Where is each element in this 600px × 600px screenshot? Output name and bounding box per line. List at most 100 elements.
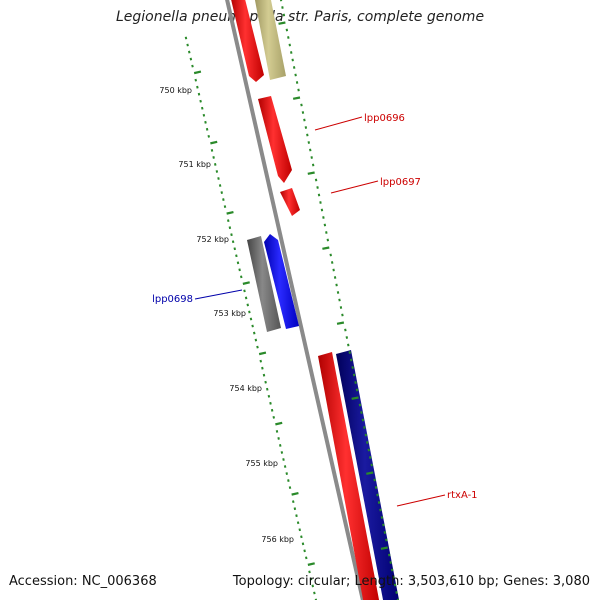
- ruler-minor-tick: [254, 338, 258, 342]
- ruler-minor-tick: [244, 296, 248, 300]
- leader-rtxA-1: [396, 494, 446, 507]
- ruler-minor-tick: [280, 451, 284, 454]
- ruler-minor-tick: [285, 472, 288, 475]
- ruler-minor-tick: [201, 106, 204, 110]
- ruler-minor-tick: [189, 57, 193, 61]
- ruler-minor-tick: [313, 591, 316, 595]
- ruler-minor-tick: [251, 324, 254, 328]
- ruler-minor-tick: [279, 444, 282, 447]
- ruler-minor-tick: [253, 331, 256, 335]
- ruler-major-tick: [210, 140, 218, 145]
- genome-backbone: [225, 0, 365, 600]
- ruler-major-tick: [291, 491, 299, 496]
- ruler-minor-tick: [230, 233, 233, 237]
- ruler-minor-tick: [298, 528, 301, 532]
- ruler-minor-tick: [246, 303, 249, 307]
- ruler-minor-tick: [218, 184, 222, 187]
- ruler-major-tick: [258, 351, 267, 356]
- map-title: Legionella pneumophila str. Paris, compl…: [115, 9, 485, 25]
- ruler-minor-tick: [293, 507, 297, 511]
- tick-label-754: 754 kbp: [229, 384, 262, 393]
- ruler-major-tick: [193, 70, 202, 75]
- ruler-major-tick: [336, 321, 345, 325]
- ruler-major-tick: [307, 562, 315, 566]
- ruler-minor-tick: [287, 479, 290, 482]
- ruler-minor-tick: [212, 156, 215, 159]
- ruler-major-tick: [292, 96, 301, 100]
- gene-lpp0696: [258, 96, 292, 183]
- ruler-minor-tick: [259, 359, 262, 363]
- gene-feature-tan: [254, 0, 286, 80]
- ruler-minor-tick: [309, 577, 313, 581]
- ruler-minor-tick: [204, 120, 207, 124]
- ruler-minor-tick: [314, 598, 318, 600]
- ruler-minor-tick: [267, 394, 271, 398]
- ruler-minor-tick: [223, 205, 227, 208]
- ruler-minor-tick: [214, 163, 217, 166]
- ruler-major-tick: [275, 421, 283, 426]
- ruler-major-tick: [226, 210, 234, 215]
- ruler-major-tick: [351, 396, 359, 400]
- ruler-minor-tick: [240, 275, 243, 279]
- tick-label-750: 750 kbp: [159, 86, 192, 95]
- ruler-minor-tick: [275, 430, 279, 433]
- ruler-minor-tick: [194, 78, 197, 82]
- ruler-minor-tick: [184, 36, 188, 40]
- ruler-minor-tick: [283, 465, 287, 468]
- ruler-minor-tick: [292, 500, 295, 504]
- ruler-major-tick: [307, 171, 315, 175]
- gene-label-lpp0698[interactable]: lpp0698: [152, 294, 193, 305]
- ruler-major-tick: [278, 21, 286, 25]
- leader-lpp0696: [314, 116, 363, 131]
- ruler-minor-tick: [215, 170, 219, 173]
- ruler-minor-tick: [266, 387, 269, 391]
- gene-label-lpp0696[interactable]: lpp0696: [364, 113, 405, 124]
- ruler-minor-tick: [243, 289, 246, 293]
- ruler-minor-tick: [261, 366, 264, 370]
- ruler-minor-tick: [228, 226, 232, 230]
- ruler-minor-tick: [205, 127, 209, 131]
- ruler-minor-tick: [256, 345, 259, 349]
- ruler-minor-tick: [210, 149, 214, 152]
- ruler-minor-tick: [196, 85, 199, 89]
- tick-label-751: 751 kbp: [178, 160, 211, 169]
- ruler-minor-tick: [227, 219, 230, 223]
- ruler-minor-tick: [186, 43, 189, 47]
- ruler-minor-tick: [188, 50, 191, 54]
- ruler-minor-tick: [222, 198, 225, 201]
- ruler-minor-tick: [308, 570, 311, 574]
- gene-rtxA-1-forward: [318, 352, 380, 600]
- ruler-minor-tick: [305, 556, 308, 560]
- tick-label-752: 752 kbp: [196, 235, 229, 244]
- tick-label-756: 756 kbp: [261, 535, 294, 544]
- ruler-minor-tick: [233, 247, 236, 251]
- ruler-minor-tick: [311, 584, 314, 588]
- gene-label-rtxA-1[interactable]: rtxA-1: [447, 490, 478, 501]
- ruler-minor-tick: [248, 310, 251, 314]
- ruler-minor-tick: [288, 486, 292, 489]
- ruler-minor-tick: [301, 542, 305, 546]
- ruler-minor-tick: [249, 317, 253, 321]
- gene-feature-red-top: [231, 0, 264, 82]
- ruler-minor-tick: [269, 401, 272, 405]
- ruler-labels: 750 kbp 751 kbp 752 kbp 753 kbp 754 kbp …: [159, 86, 294, 544]
- ruler-minor-tick: [303, 549, 306, 553]
- ruler-minor-tick: [238, 268, 241, 272]
- ruler-major-tick: [242, 281, 250, 285]
- gene-label-lpp0697[interactable]: lpp0697: [380, 177, 421, 188]
- accession-text: Accession: NC_006368: [9, 574, 157, 589]
- ruler-minor-tick: [264, 380, 267, 384]
- ruler-minor-tick: [199, 99, 202, 103]
- ruler-major-tick: [380, 546, 388, 550]
- ruler-minor-tick: [270, 408, 274, 412]
- ruler-minor-tick: [235, 254, 238, 258]
- tick-label-755: 755 kbp: [245, 459, 278, 468]
- gene-lpp0697: [280, 188, 300, 216]
- ruler-minor-tick: [282, 458, 285, 461]
- ruler-minor-tick: [202, 113, 206, 117]
- leader-lpp0698: [194, 289, 243, 300]
- inner-ruler: [184, 36, 318, 600]
- gene-feature-navy: [336, 350, 400, 600]
- ruler-minor-tick: [295, 514, 298, 518]
